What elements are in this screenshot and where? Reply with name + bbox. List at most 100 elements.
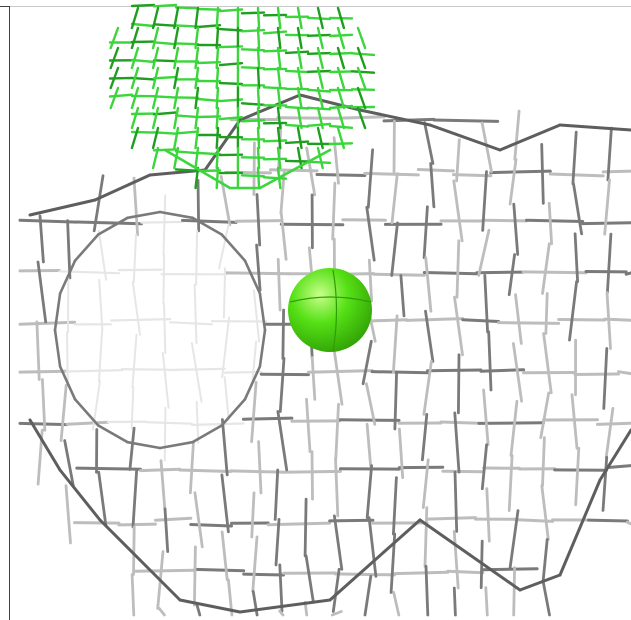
- pocket-rim: [97, 424, 129, 444]
- cage-rung: [130, 22, 156, 28]
- cage-bar: [173, 86, 180, 110]
- ion-sphere[interactable]: [288, 268, 372, 352]
- mesh-column: [162, 194, 167, 256]
- mesh-column: [573, 232, 579, 284]
- mesh-rung: [133, 568, 197, 573]
- cage-bar: [316, 26, 324, 50]
- cage-bar: [256, 66, 261, 90]
- mesh-outline: [98, 518, 142, 562]
- viewer-frame-corner-tick: [0, 6, 10, 7]
- mesh-column: [132, 176, 140, 237]
- mesh-outline: [28, 418, 62, 472]
- cage-rung: [174, 114, 200, 119]
- mesh-column: [159, 459, 167, 511]
- mesh-outline: [428, 123, 502, 152]
- mesh-column: [64, 484, 72, 545]
- mesh-column: [361, 339, 373, 386]
- mesh-column: [310, 356, 317, 401]
- mesh-column: [429, 162, 436, 209]
- mesh-rung: [451, 173, 493, 178]
- mesh-rung: [120, 368, 170, 371]
- mesh-column: [364, 382, 377, 426]
- cage-bar: [215, 66, 220, 90]
- cage-bar: [296, 86, 303, 110]
- cage-bar: [356, 66, 367, 90]
- cage-rung: [306, 122, 332, 128]
- mesh-column: [424, 564, 430, 617]
- mesh-column: [570, 393, 579, 450]
- cage-rung: [152, 59, 178, 63]
- cage-rung: [240, 174, 266, 178]
- mesh-rung: [481, 218, 528, 223]
- mesh-rung: [169, 321, 214, 326]
- cage-rung: [196, 151, 222, 156]
- cage-rung: [152, 41, 178, 46]
- mesh-column: [332, 136, 340, 185]
- mesh-rung: [525, 218, 585, 223]
- cage-rung: [240, 102, 266, 107]
- cage-bar: [296, 66, 303, 90]
- cage-rung: [152, 75, 178, 80]
- mesh-column: [572, 182, 583, 236]
- mesh-column: [541, 436, 546, 488]
- mesh-column: [424, 309, 435, 363]
- cage-bar: [151, 26, 160, 50]
- mesh-rung: [461, 318, 501, 323]
- cage-rung: [152, 3, 178, 8]
- mesh-column: [161, 352, 170, 409]
- mesh-column: [390, 221, 399, 277]
- mesh-rung: [521, 270, 588, 275]
- mesh-column: [392, 591, 401, 617]
- mesh-column: [195, 229, 199, 286]
- viewer-frame-top-edge: [9, 6, 631, 7]
- mesh-column: [480, 443, 489, 491]
- pocket-rim: [158, 440, 194, 450]
- mesh-column: [574, 446, 581, 507]
- mesh-column: [130, 573, 136, 617]
- mesh-column: [456, 353, 461, 415]
- cage-rung: [328, 70, 354, 74]
- cage-rung: [350, 52, 376, 57]
- mesh-rung: [154, 516, 193, 522]
- mesh-column: [162, 253, 166, 305]
- pocket-rim: [73, 398, 100, 427]
- cage-bar: [173, 126, 180, 150]
- cage-bar: [316, 126, 324, 150]
- mesh-column: [331, 181, 337, 241]
- cage-bar: [109, 66, 120, 90]
- mesh-rung: [446, 569, 485, 575]
- cage-rung: [240, 11, 266, 15]
- mesh-column: [421, 458, 430, 510]
- mesh-column: [330, 610, 343, 617]
- cage-bar: [276, 146, 282, 170]
- mesh-column: [512, 342, 523, 403]
- cage-bar: [256, 6, 261, 30]
- mesh-outline: [93, 173, 152, 202]
- cage-tip: [258, 148, 332, 190]
- mesh-column: [547, 201, 553, 246]
- cage-bar: [130, 6, 140, 30]
- mesh-rung: [372, 272, 426, 277]
- mesh-outline: [58, 468, 102, 522]
- cage-bar: [276, 46, 282, 70]
- cage-rung: [350, 70, 376, 74]
- cage-bar: [130, 86, 140, 110]
- cage-bar: [276, 66, 282, 90]
- cage-bar: [316, 6, 324, 30]
- cage-bar: [336, 86, 346, 110]
- mesh-rung: [75, 220, 143, 226]
- cage-bar: [296, 6, 303, 30]
- cage-bar: [130, 46, 140, 70]
- mesh-rung: [625, 520, 631, 526]
- mesh-column: [195, 400, 200, 444]
- pocket-rim: [220, 233, 247, 262]
- mesh-rung: [477, 421, 545, 425]
- mesh-rung: [425, 516, 477, 521]
- pocket-rim: [258, 292, 267, 332]
- cage-bar: [316, 86, 324, 110]
- mesh-column: [190, 342, 203, 403]
- cage-bar: [151, 146, 160, 170]
- cage-bar: [296, 26, 303, 50]
- cage-rung: [284, 159, 310, 163]
